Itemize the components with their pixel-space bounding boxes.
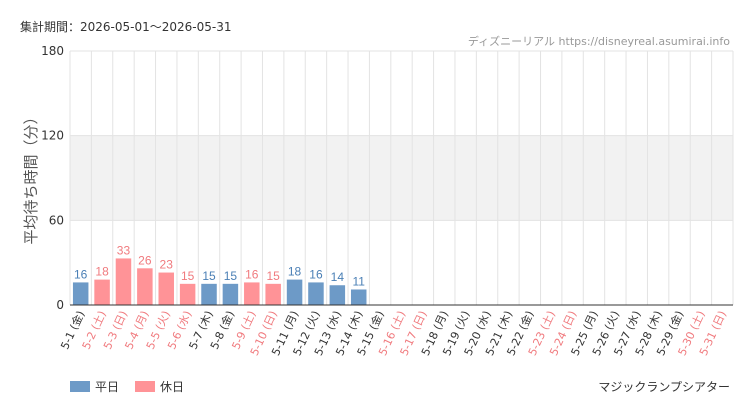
y-tick-label: 0 [56,298,64,312]
data-label: 16 [309,267,323,281]
bar [308,282,324,305]
data-label: 11 [352,274,365,288]
y-axis-label: 平均待ち時間（分） [22,109,40,244]
data-label: 15 [266,269,280,283]
shaded-band [70,135,733,221]
data-label: 15 [202,269,216,283]
bar [286,279,303,305]
data-label: 15 [181,269,195,283]
legend-weekday: 平日 [70,378,119,395]
data-label: 26 [138,253,152,267]
data-label: 15 [224,269,238,283]
data-label: 18 [288,265,302,279]
data-label: 16 [74,267,88,281]
data-label: 16 [245,267,259,281]
legend: 平日 休日 [70,378,184,395]
data-label: 23 [160,258,174,272]
facility-name: マジックランプシアター [598,380,730,394]
bar [201,283,217,305]
bar [94,279,110,305]
legend-holiday-label: 休日 [160,380,185,394]
legend-weekday-label: 平日 [95,380,120,394]
bar [179,283,196,305]
period-label: 集計期間：2026-05-01〜2026-05-31 [20,20,232,34]
bar [329,285,346,305]
weekday-swatch [70,381,90,392]
data-label: 33 [117,243,131,257]
holiday-swatch [135,381,156,392]
bar [72,282,89,305]
bar [265,283,281,305]
site-credit: ディズニーリアル https://disneyreal.asumirai.inf… [467,35,730,48]
y-tick-label: 60 [49,213,64,227]
bar [222,283,239,305]
data-label: 14 [331,270,345,284]
y-tick-label: 180 [41,44,64,58]
bar [115,258,132,305]
y-tick-label: 120 [41,129,64,143]
legend-holiday: 休日 [135,378,184,395]
data-label: 18 [95,265,109,279]
bar [350,289,367,305]
bar [137,268,153,305]
bar [244,282,260,305]
bar [158,272,174,305]
